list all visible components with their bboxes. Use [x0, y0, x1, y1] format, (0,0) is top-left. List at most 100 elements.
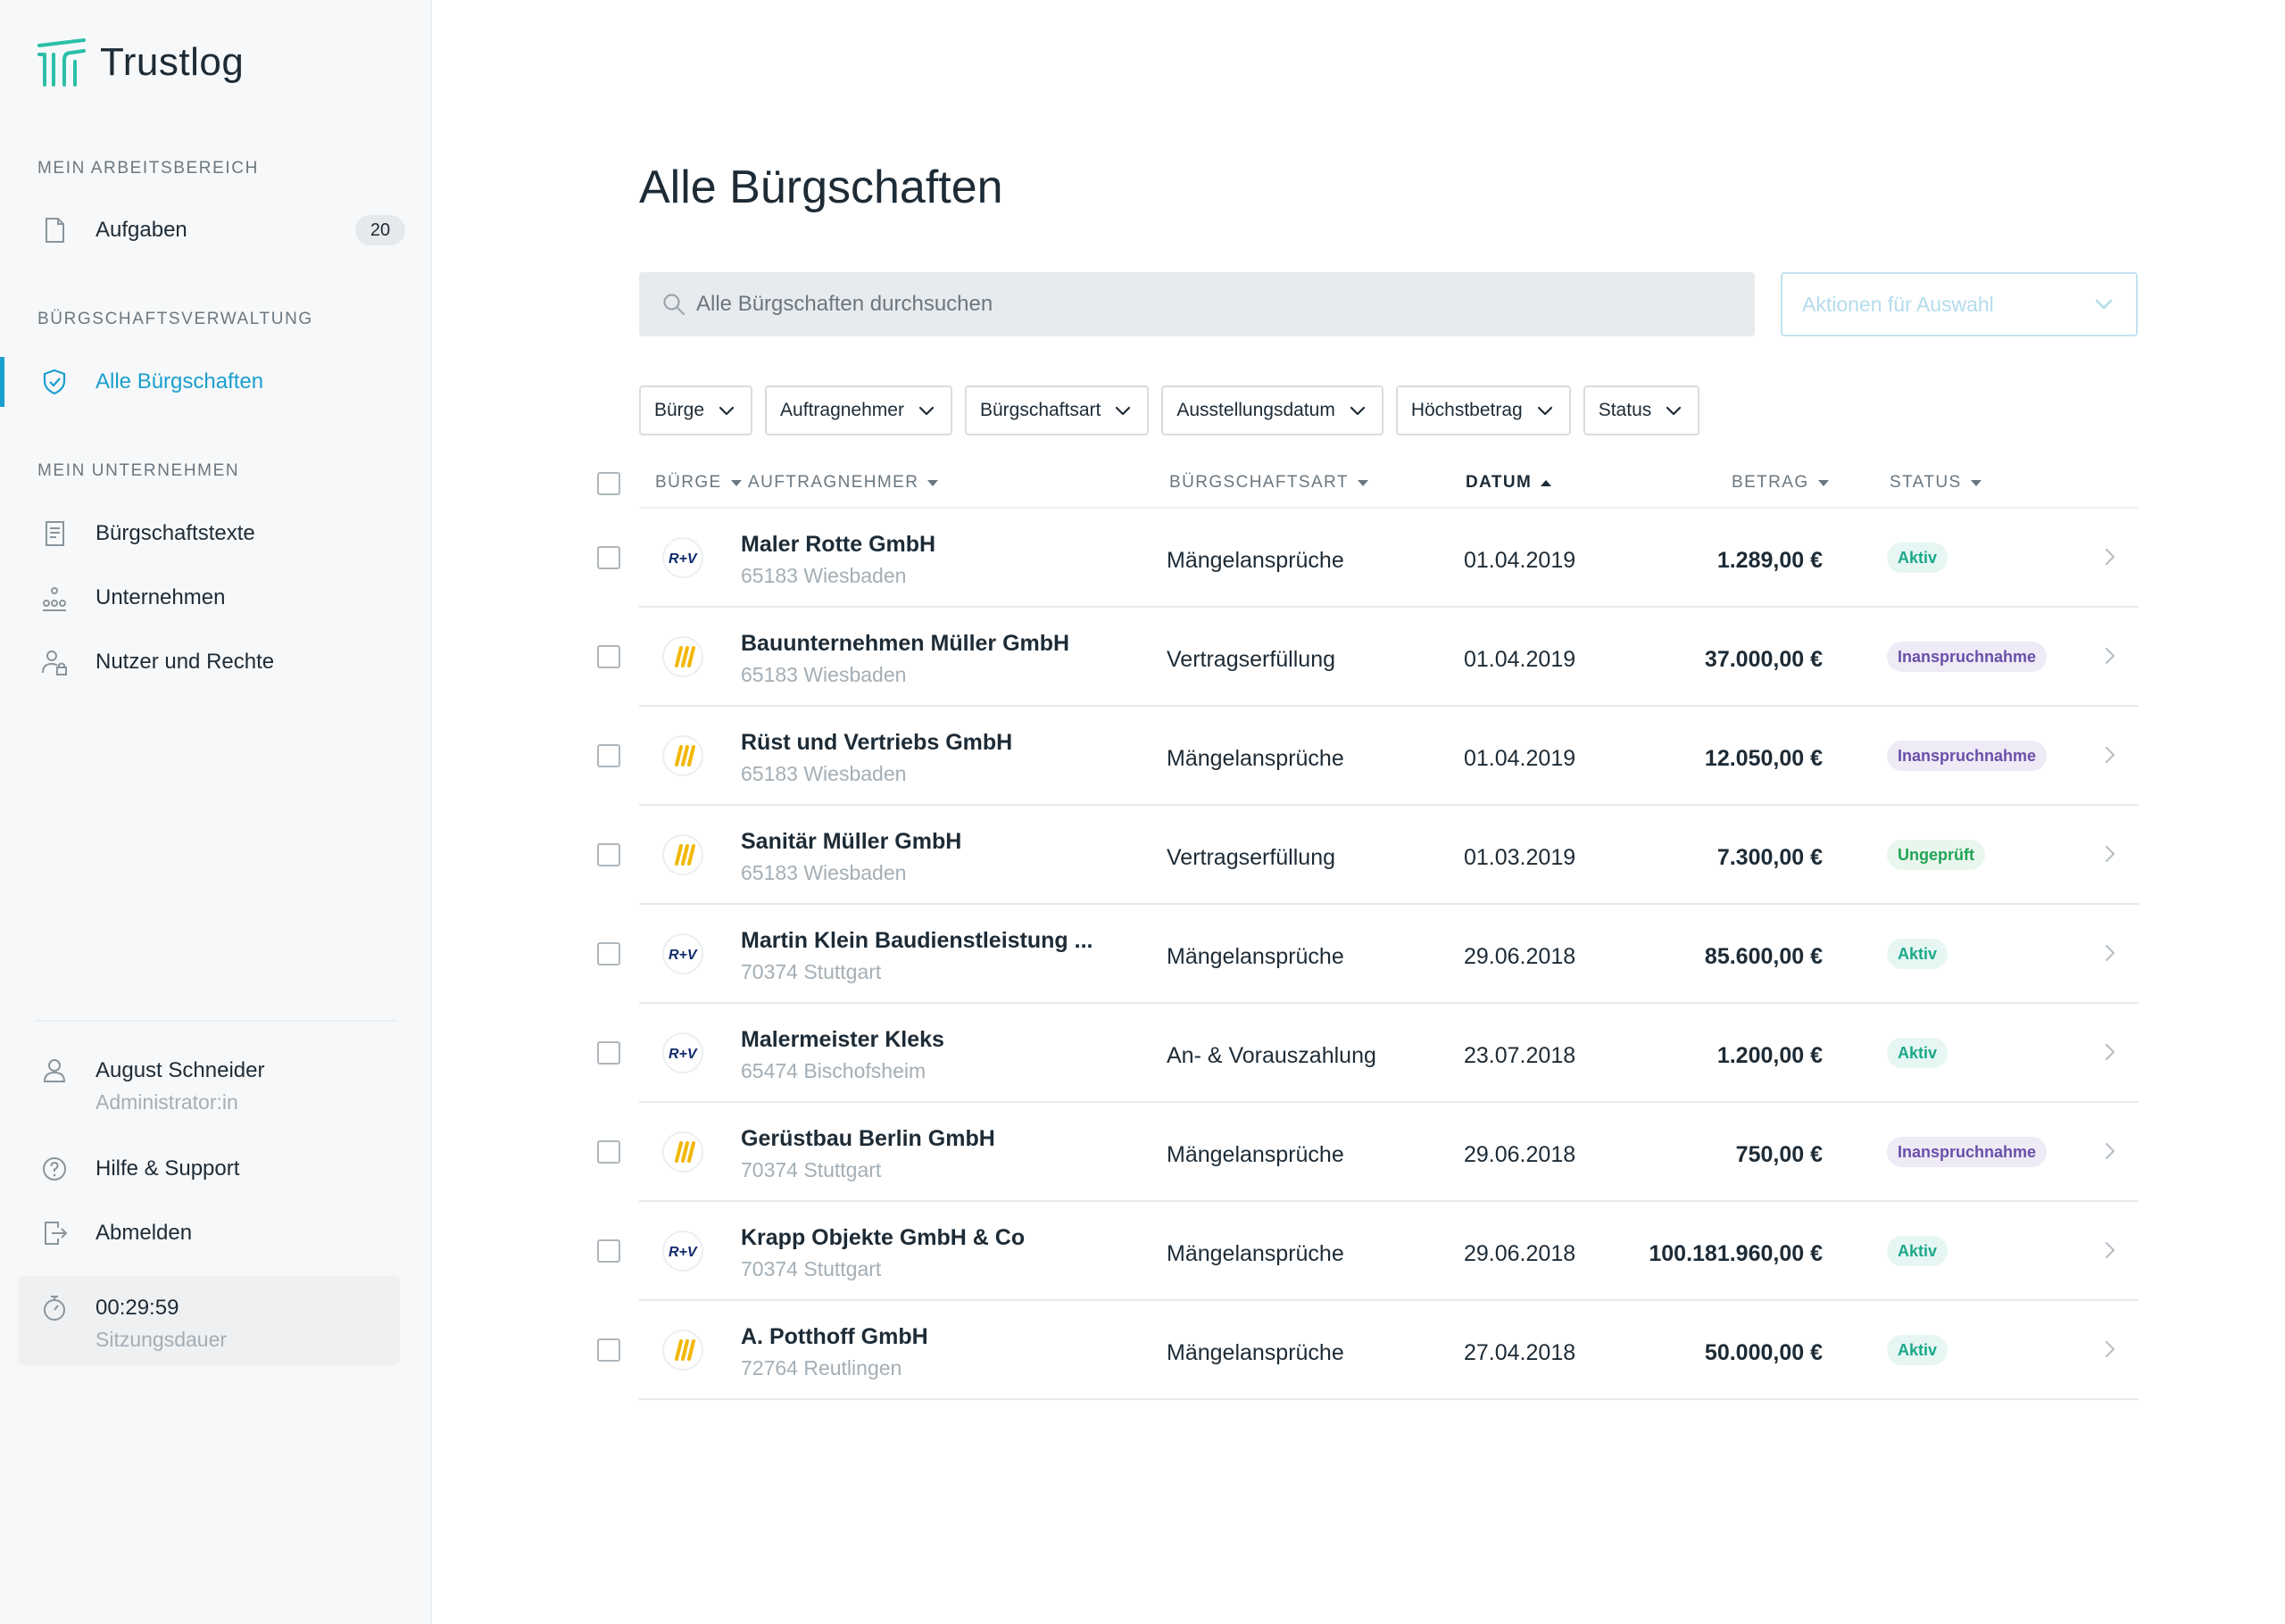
- table-row[interactable]: Gerüstbau Berlin GmbH 70374 Stuttgart Mäng…: [0, 1103, 2285, 1202]
- amount: 12.050,00 €: [1704, 746, 1823, 771]
- status-badge: Ungeprüft: [1887, 840, 1985, 870]
- row-checkbox[interactable]: [597, 1239, 620, 1263]
- page-title: Alle Bürgschaften: [639, 162, 1003, 213]
- logout-icon: [39, 1218, 70, 1248]
- amount: 37.000,00 €: [1704, 647, 1823, 672]
- filter-guarantor[interactable]: Bürge: [639, 385, 753, 435]
- column-header-date[interactable]: Datum: [1466, 473, 1552, 493]
- contractor-city: 70374 Stuttgart: [741, 960, 882, 983]
- status-badge: Aktiv: [1887, 1335, 1948, 1365]
- user-icon: [39, 1056, 70, 1086]
- sidebar-item-all-guarantees[interactable]: Alle Bürgschaften: [0, 357, 432, 407]
- chevron-down-icon: [719, 406, 735, 416]
- column-label: Bürgschaftsart: [1169, 473, 1349, 492]
- filter-status[interactable]: Status: [1583, 385, 1700, 435]
- filter-label: Auftragnehmer: [780, 400, 904, 420]
- chevron-right-icon[interactable]: [2098, 1040, 2123, 1065]
- status-badge: Aktiv: [1887, 543, 1948, 573]
- search-input[interactable]: [696, 272, 1723, 336]
- issue-date: 01.04.2019: [1464, 548, 1576, 573]
- sidebar-item-users-rights[interactable]: Nutzer und Rechte: [0, 637, 432, 687]
- text-document-icon: [39, 518, 70, 549]
- row-checkbox[interactable]: [597, 1338, 620, 1362]
- row-divider: [639, 606, 2139, 608]
- chevron-right-icon[interactable]: [2098, 742, 2123, 767]
- sort-arrow-icon: [730, 479, 742, 486]
- chevron-right-icon[interactable]: [2098, 643, 2123, 668]
- row-divider: [639, 804, 2139, 806]
- user-name: August Schneider: [96, 1058, 265, 1082]
- chevron-right-icon[interactable]: [2098, 1337, 2123, 1362]
- sidebar-item-label: Aufgaben: [96, 218, 187, 242]
- sidebar-item-tasks[interactable]: Aufgaben 20: [0, 205, 432, 255]
- table-row[interactable]: R+V Martin Klein Baudienstleistung ... 703…: [0, 905, 2285, 1004]
- table-row[interactable]: R+V Krapp Objekte GmbH & Co 70374 Stuttgar…: [0, 1202, 2285, 1301]
- table-row[interactable]: A. Potthoff GmbH 72764 Reutlingen Mängelan…: [0, 1301, 2285, 1400]
- sidebar-item-label: Unternehmen: [96, 585, 226, 609]
- row-checkbox[interactable]: [597, 1140, 620, 1164]
- sidebar-item-label: Alle Bürgschaften: [96, 369, 264, 394]
- column-label: Auftragnehmer: [748, 473, 919, 492]
- column-header-type[interactable]: Bürgschaftsart: [1169, 473, 1368, 493]
- sidebar-item-label: Nutzer und Rechte: [96, 650, 275, 674]
- row-checkbox[interactable]: [597, 843, 620, 866]
- table-row[interactable]: Rüst und Vertriebs GmbH 65183 Wiesbaden Mä…: [0, 707, 2285, 806]
- contractor-city: 65474 Bischofsheim: [741, 1059, 926, 1082]
- filter-guarantee-type[interactable]: Bürgschaftsart: [964, 385, 1150, 435]
- user-role: Administrator:in: [96, 1090, 238, 1114]
- sidebar-item-label: Bürgschaftstexte: [96, 521, 255, 545]
- select-all-checkbox[interactable]: [597, 472, 620, 495]
- shield-icon: [39, 367, 70, 397]
- issue-date: 29.06.2018: [1464, 1241, 1576, 1266]
- chevron-right-icon[interactable]: [2098, 544, 2123, 569]
- filter-issue-date[interactable]: Ausstellungsdatum: [1161, 385, 1383, 435]
- row-checkbox[interactable]: [597, 942, 620, 965]
- contractor-name: Bauunternehmen Müller GmbH: [741, 631, 1070, 656]
- chevron-right-icon[interactable]: [2098, 841, 2123, 866]
- row-checkbox[interactable]: [597, 546, 620, 569]
- sort-arrow-icon: [1357, 479, 1368, 486]
- table-row[interactable]: Sanitär Müller GmbH 65183 Wiesbaden Vertra…: [0, 806, 2285, 905]
- sidebar-item-company[interactable]: Unternehmen: [0, 573, 432, 623]
- amount: 1.289,00 €: [1716, 548, 1823, 573]
- sidebar-divider: [36, 1020, 396, 1022]
- column-header-contractor[interactable]: Auftragnehmer: [748, 473, 939, 493]
- contractor-name: Gerüstbau Berlin GmbH: [741, 1126, 995, 1151]
- issue-date: 01.03.2019: [1464, 845, 1576, 870]
- column-header-status[interactable]: Status: [1890, 473, 1982, 493]
- help-icon: [39, 1154, 70, 1184]
- org-chart-icon: [39, 583, 70, 613]
- filter-contractor[interactable]: Auftragnehmer: [765, 385, 952, 435]
- status-badge: Aktiv: [1887, 1236, 1948, 1266]
- search-bar[interactable]: [639, 272, 1755, 336]
- row-divider: [639, 1299, 2139, 1301]
- app-logo[interactable]: Trustlog: [36, 36, 244, 89]
- table-row[interactable]: R+V Maler Rotte GmbH 65183 Wiesbaden Mängel…: [0, 509, 2285, 608]
- chevron-right-icon[interactable]: [2098, 1139, 2123, 1164]
- row-checkbox[interactable]: [597, 744, 620, 767]
- row-divider: [639, 1200, 2139, 1202]
- sidebar-item-logout[interactable]: Abmelden: [0, 1208, 432, 1258]
- sidebar: Trustlog Mein Arbeitsbereich Aufgaben 20…: [0, 0, 432, 1624]
- chevron-right-icon[interactable]: [2098, 1238, 2123, 1263]
- row-checkbox[interactable]: [597, 645, 620, 668]
- column-header-amount[interactable]: Betrag: [1732, 473, 1829, 493]
- filter-max-amount[interactable]: Höchstbetrag: [1395, 385, 1571, 435]
- guarantee-type: Mängelansprüche: [1167, 1142, 1344, 1167]
- row-checkbox[interactable]: [597, 1041, 620, 1065]
- issue-date: 01.04.2019: [1464, 647, 1576, 672]
- table-row[interactable]: Bauunternehmen Müller GmbH 65183 Wiesbade…: [0, 608, 2285, 707]
- sidebar-item-guarantee-texts[interactable]: Bürgschaftstexte: [0, 509, 432, 559]
- user-profile[interactable]: August Schneider: [0, 1046, 432, 1096]
- bulk-actions-dropdown[interactable]: Aktionen für Auswahl: [1781, 272, 2138, 336]
- user-lock-icon: [39, 647, 70, 677]
- bulk-actions-label: Aktionen für Auswahl: [1802, 292, 1994, 316]
- contractor-city: 70374 Stuttgart: [741, 1158, 882, 1181]
- rv-insurer-logo-icon: R+V: [662, 1230, 703, 1272]
- table-row[interactable]: R+V Malermeister Kleks 65474 Bischofsheim A…: [0, 1004, 2285, 1103]
- chevron-right-icon[interactable]: [2098, 940, 2123, 965]
- sidebar-item-help[interactable]: Hilfe & Support: [0, 1144, 432, 1194]
- column-header-guarantor[interactable]: Bürge: [655, 473, 742, 493]
- contractor-name: Maler Rotte GmbH: [741, 532, 936, 557]
- striped-insurer-logo-icon: [662, 735, 703, 776]
